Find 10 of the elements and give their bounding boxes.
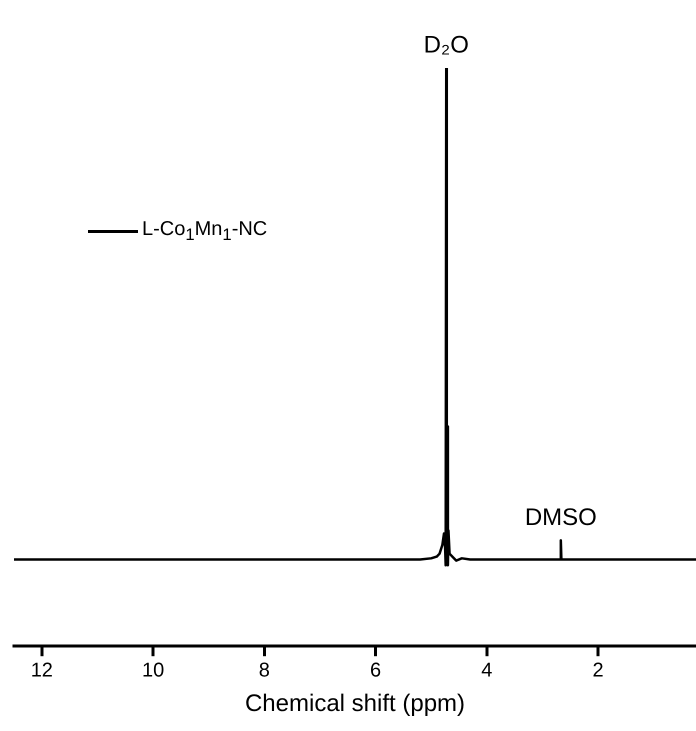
x-tick-label: 4 (481, 660, 492, 682)
x-tick-label: 8 (258, 660, 270, 682)
x-tick-label: 10 (142, 660, 164, 682)
x-axis-title: Chemical shift (ppm) (244, 690, 466, 718)
legend-label: L-Co$_{1}$Mn$_{1}$-NC (142, 218, 268, 245)
x-tick-label: 6 (370, 660, 382, 682)
annotation: D₂O (424, 32, 469, 59)
x-tick-label: 12 (30, 660, 53, 682)
x-tick-label: 2 (592, 660, 604, 682)
annotation: DMSO (524, 504, 597, 532)
